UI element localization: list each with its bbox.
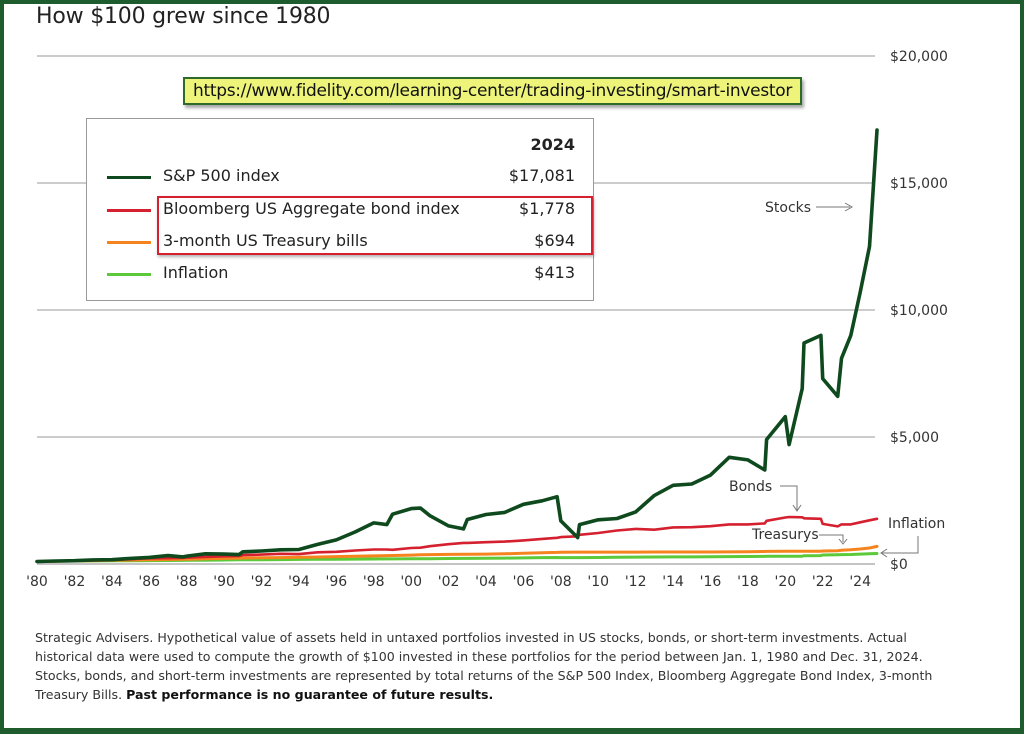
y-tick-label: $5,000 — [890, 430, 939, 446]
x-tick-label: '02 — [438, 574, 460, 590]
legend-value: $694 — [534, 231, 575, 250]
x-tick-label: '84 — [101, 574, 123, 590]
x-tick-label: '12 — [625, 574, 647, 590]
annotation-treasurys: Treasurys — [751, 527, 819, 543]
x-tick-label: '16 — [700, 574, 722, 590]
legend-year-header: 2024 — [530, 135, 575, 154]
x-tick-label: '22 — [812, 574, 834, 590]
x-tick-label: '90 — [213, 574, 235, 590]
series-line-s-p-500-index — [35, 128, 879, 564]
legend-row-inflation: Inflation $413 — [87, 260, 593, 290]
legend-row-bonds: Bloomberg US Aggregate bond index $1,778 — [87, 196, 593, 226]
y-tick-label: $20,000 — [890, 49, 948, 65]
series-lines — [35, 128, 879, 564]
x-tick-label: '20 — [774, 574, 796, 590]
bonds-arrow-line — [780, 485, 798, 510]
x-axis-ticks: '80 '82 '84 '86 '88 '90 '92 '94 '96 '98 '00 '02 '04 '… — [26, 574, 871, 590]
source-url-link[interactable]: https://www.fidelity.com/learning-center… — [183, 77, 803, 105]
y-tick-label: $0 — [890, 557, 908, 573]
series-line-3-month-us-treasury-bills — [35, 544, 879, 563]
x-tick-label: '18 — [737, 574, 759, 590]
x-tick-label: '86 — [138, 574, 160, 590]
chart-title: How $100 grew since 1980 — [36, 4, 331, 29]
series-line-bloomberg-us-aggregate-bond-index — [35, 515, 879, 563]
inflation-arrow-line — [882, 536, 919, 554]
annotations: Stocks Bonds Treasurys Inflation — [729, 200, 945, 558]
stocks-arrow-head-icon — [844, 202, 854, 212]
legend-swatch-treasury — [107, 241, 151, 244]
inflation-arrow-head-icon — [880, 548, 888, 558]
legend-value: $413 — [534, 263, 575, 282]
y-tick-label: $15,000 — [890, 176, 948, 192]
footnote: Strategic Advisers. Hypothetical value o… — [35, 628, 965, 704]
footnote-disclaimer: Past performance is no guarantee of futu… — [126, 687, 494, 702]
x-tick-label: '04 — [475, 574, 497, 590]
x-tick-label: '14 — [662, 574, 684, 590]
x-tick-label: '98 — [363, 574, 385, 590]
x-tick-label: '94 — [288, 574, 310, 590]
annotation-stocks: Stocks — [765, 200, 811, 216]
legend-swatch-inflation — [107, 273, 151, 276]
gridlines — [37, 55, 875, 565]
legend-label: Bloomberg US Aggregate bond index — [163, 199, 460, 218]
x-tick-label: '96 — [325, 574, 347, 590]
annotation-inflation: Inflation — [888, 516, 945, 532]
x-tick-label: '24 — [849, 574, 871, 590]
legend-value: $17,081 — [508, 166, 575, 185]
y-axis-ticks: $0 $5,000 $10,000 $15,000 $20,000 — [890, 49, 948, 573]
legend-row-sp500: S&P 500 index $17,081 — [87, 163, 593, 193]
annotation-bonds: Bonds — [729, 479, 772, 495]
footnote-text: Strategic Advisers. Hypothetical value o… — [35, 630, 933, 702]
x-tick-label: '88 — [176, 574, 198, 590]
treasurys-arrow-head-icon — [838, 538, 848, 545]
legend-row-treasury: 3-month US Treasury bills $694 — [87, 228, 593, 258]
treasurys-arrow-line — [819, 534, 844, 542]
x-tick-label: '08 — [550, 574, 572, 590]
legend-value: $1,778 — [519, 199, 575, 218]
y-tick-label: $10,000 — [890, 303, 948, 319]
x-tick-label: '82 — [64, 574, 86, 590]
legend-swatch-sp500 — [107, 176, 151, 179]
legend-box: 2024 S&P 500 index $17,081 Bloomberg US … — [86, 118, 594, 301]
legend-label: Inflation — [163, 263, 229, 282]
legend-swatch-bonds — [107, 209, 151, 212]
x-tick-label: '80 — [26, 574, 48, 590]
legend-label: 3-month US Treasury bills — [163, 231, 368, 250]
x-tick-label: '00 — [400, 574, 422, 590]
x-tick-label: '92 — [251, 574, 273, 590]
x-tick-label: '10 — [587, 574, 609, 590]
legend-label: S&P 500 index — [163, 166, 280, 185]
bonds-arrow-head-icon — [792, 504, 802, 512]
x-tick-label: '06 — [513, 574, 535, 590]
